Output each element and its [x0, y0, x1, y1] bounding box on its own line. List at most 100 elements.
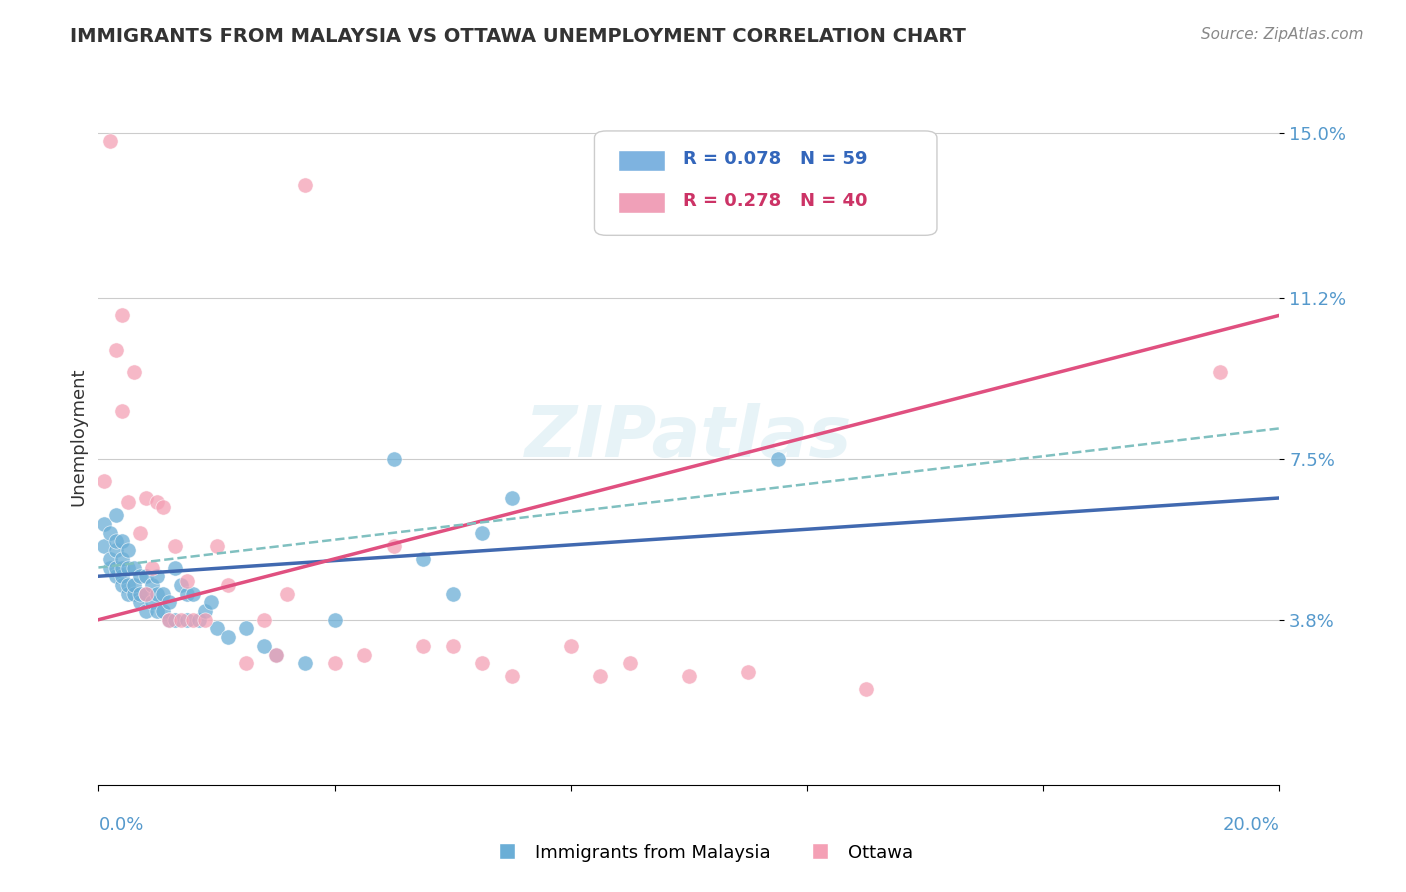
Text: IMMIGRANTS FROM MALAYSIA VS OTTAWA UNEMPLOYMENT CORRELATION CHART: IMMIGRANTS FROM MALAYSIA VS OTTAWA UNEMP…: [70, 27, 966, 45]
Point: [111, 551, 134, 566]
Point: [353, 648, 375, 662]
Point: [93, 539, 115, 553]
Point: [105, 343, 128, 357]
Point: [323, 657, 346, 671]
Point: [117, 543, 139, 558]
Point: [165, 613, 187, 627]
Point: [176, 574, 198, 588]
Point: [382, 539, 405, 553]
Text: 20.0%: 20.0%: [1223, 816, 1279, 834]
Point: [737, 665, 759, 679]
Point: [128, 595, 150, 609]
Point: [678, 669, 700, 683]
Point: [122, 578, 145, 592]
Point: [105, 508, 128, 523]
Point: [194, 613, 217, 627]
Point: [501, 669, 523, 683]
Point: [560, 639, 582, 653]
Point: [105, 560, 128, 574]
Point: [93, 474, 115, 488]
Point: [105, 534, 128, 549]
Point: [194, 604, 217, 618]
Point: [105, 543, 128, 558]
Point: [146, 495, 169, 509]
Point: [111, 569, 134, 583]
Point: [152, 587, 174, 601]
Point: [323, 613, 346, 627]
Point: [181, 587, 204, 601]
Point: [117, 495, 139, 509]
Point: [111, 308, 134, 322]
Point: [152, 604, 174, 618]
Point: [152, 500, 174, 514]
Point: [471, 657, 494, 671]
Point: [766, 451, 789, 466]
Point: [176, 613, 198, 627]
Point: [122, 560, 145, 574]
Point: [117, 587, 139, 601]
Point: [235, 621, 257, 635]
Y-axis label: Unemployment: Unemployment: [69, 368, 87, 507]
Point: [117, 578, 139, 592]
Point: [157, 595, 180, 609]
Legend: Immigrants from Malaysia, Ottawa: Immigrants from Malaysia, Ottawa: [486, 836, 920, 870]
Point: [855, 682, 877, 697]
Point: [1209, 365, 1232, 379]
Point: [441, 639, 464, 653]
Point: [382, 451, 405, 466]
Point: [187, 613, 209, 627]
Point: [501, 491, 523, 505]
Point: [128, 525, 150, 540]
Text: ZIPatlas: ZIPatlas: [526, 402, 852, 472]
Point: [117, 560, 139, 574]
Point: [146, 587, 169, 601]
Point: [135, 587, 157, 601]
Point: [217, 578, 239, 592]
Text: 0.0%: 0.0%: [98, 816, 143, 834]
Point: [98, 525, 121, 540]
Point: [122, 365, 145, 379]
Point: [141, 578, 163, 592]
Point: [146, 569, 169, 583]
Point: [141, 595, 163, 609]
Point: [471, 525, 494, 540]
Point: [122, 587, 145, 601]
Point: [294, 657, 316, 671]
Point: [441, 587, 464, 601]
FancyBboxPatch shape: [595, 131, 936, 235]
Point: [141, 560, 163, 574]
Point: [170, 613, 193, 627]
Point: [200, 595, 222, 609]
Point: [157, 613, 180, 627]
Point: [98, 134, 121, 148]
Point: [253, 613, 276, 627]
Point: [412, 639, 434, 653]
Point: [205, 621, 228, 635]
Point: [217, 630, 239, 644]
Point: [276, 587, 298, 601]
Point: [128, 587, 150, 601]
Point: [181, 613, 204, 627]
Point: [235, 657, 257, 671]
Point: [170, 578, 193, 592]
Point: [176, 587, 198, 601]
Point: [111, 560, 134, 574]
Point: [93, 516, 115, 531]
Bar: [619, 192, 665, 213]
Point: [205, 539, 228, 553]
Point: [146, 604, 169, 618]
Point: [128, 569, 150, 583]
Point: [135, 491, 157, 505]
Text: R = 0.278   N = 40: R = 0.278 N = 40: [683, 192, 868, 211]
Point: [619, 657, 641, 671]
Text: R = 0.078   N = 59: R = 0.078 N = 59: [683, 151, 868, 169]
Point: [264, 648, 287, 662]
Point: [135, 569, 157, 583]
Point: [98, 560, 121, 574]
Bar: [619, 151, 665, 171]
Point: [589, 669, 612, 683]
Point: [135, 604, 157, 618]
Point: [105, 569, 128, 583]
Point: [98, 551, 121, 566]
Point: [253, 639, 276, 653]
